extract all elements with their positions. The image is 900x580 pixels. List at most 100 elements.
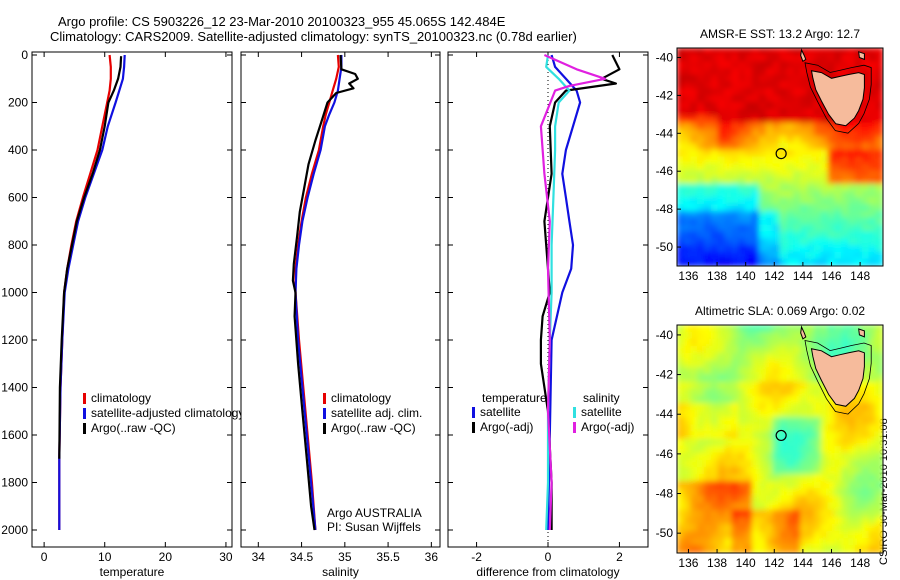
- sla-cell: [800, 367, 809, 376]
- sst-cell: [677, 74, 685, 83]
- sla-cell: [752, 345, 761, 355]
- sst-cell: [765, 115, 774, 124]
- sla-cell: [703, 338, 713, 348]
- sla-xtick-label: 138: [707, 556, 727, 570]
- sla-cell: [793, 538, 802, 547]
- sst-cell: [841, 163, 850, 172]
- sst-cell: [717, 102, 726, 111]
- sla-cell: [745, 331, 754, 340]
- sla-xtick-label: 142: [764, 556, 784, 570]
- sst-argo-position-marker: [775, 147, 787, 160]
- sst-cell: [690, 102, 699, 111]
- sst-cell: [697, 258, 706, 266]
- sla-cell: [855, 474, 864, 483]
- sst-cell: [690, 108, 699, 117]
- sla-cell: [703, 402, 713, 412]
- sla-cell: [724, 424, 733, 433]
- sla-cell: [861, 338, 870, 348]
- sst-cell: [813, 102, 822, 111]
- sst-cell: [861, 122, 870, 131]
- sla-cell: [745, 402, 754, 412]
- sla-cell: [677, 509, 685, 519]
- sla-cell: [820, 395, 829, 405]
- sst-cell: [703, 211, 713, 220]
- sst-ytick-label: -46: [656, 164, 674, 178]
- sla-cell: [758, 395, 767, 405]
- sst-cell: [731, 54, 740, 63]
- sst-cell: [717, 251, 726, 260]
- sst-cell: [765, 258, 774, 266]
- sla-cell: [710, 502, 719, 511]
- sst-cell: [717, 54, 726, 63]
- sst-cell: [786, 238, 795, 247]
- sst-cell: [855, 183, 864, 192]
- sla-cell: [820, 338, 829, 348]
- sst-cell: [765, 81, 774, 90]
- sst-cell: [827, 61, 836, 70]
- sla-cell: [765, 481, 774, 490]
- sla-cell: [855, 538, 864, 547]
- sst-cell: [738, 149, 747, 158]
- sst-cell: [772, 81, 781, 90]
- sst-cell: [683, 102, 692, 111]
- sla-title: Altimetric SLA: 0.069 Argo: 0.02: [695, 304, 865, 318]
- sla-cell: [868, 381, 877, 390]
- sla-cell: [848, 452, 857, 462]
- sla-cell: [868, 459, 877, 469]
- sla-cell: [765, 367, 774, 376]
- sst-cell: [710, 197, 719, 206]
- sla-cell: [738, 367, 747, 376]
- sst-cell: [745, 74, 754, 83]
- sst-cell: [772, 95, 781, 104]
- sst-cell: [724, 231, 733, 240]
- sst-cell: [724, 170, 733, 179]
- sla-cell: [758, 502, 767, 511]
- sst-cell: [793, 258, 802, 266]
- sla-cell: [848, 331, 857, 340]
- sla-cell: [806, 467, 816, 476]
- sst-cell: [875, 190, 883, 199]
- sla-cell: [724, 381, 733, 390]
- sst-cell: [758, 54, 767, 63]
- sla-cell: [820, 402, 829, 412]
- sst-cell: [738, 122, 747, 131]
- sst-cell: [793, 238, 802, 247]
- sla-cell: [875, 431, 883, 440]
- sla-cell: [813, 331, 822, 340]
- sst-cell: [868, 224, 877, 233]
- sla-cell: [677, 331, 685, 340]
- sla-cell: [738, 445, 747, 454]
- sla-cell: [752, 381, 761, 390]
- sst-cell: [834, 54, 843, 63]
- sla-cell: [861, 502, 870, 511]
- sla-cell: [697, 488, 706, 497]
- sla-cell: [779, 325, 788, 333]
- sla-cell: [834, 502, 843, 511]
- sla-cell: [861, 445, 870, 454]
- sla-cell: [697, 374, 706, 383]
- salinity-legend-2-label: Argo(..raw -QC): [331, 421, 416, 435]
- sst-cell: [717, 176, 726, 185]
- sla-cell: [703, 524, 713, 533]
- sst-cell: [820, 190, 829, 199]
- sla-cell: [745, 452, 754, 462]
- sla-cell: [724, 452, 733, 462]
- sst-cell: [855, 258, 864, 266]
- sla-cell: [861, 474, 870, 483]
- sla-cell: [855, 445, 864, 454]
- temperature-ytick-label: 1400: [1, 381, 28, 395]
- sla-cell: [765, 495, 774, 504]
- sla-cell: [834, 345, 843, 355]
- sst-cell: [820, 156, 829, 165]
- sst-cell: [827, 122, 836, 131]
- sla-cell: [765, 345, 774, 355]
- sla-cell: [848, 538, 857, 547]
- sla-cell: [848, 495, 857, 504]
- sst-cell: [834, 149, 843, 158]
- sla-cell: [731, 417, 740, 426]
- sst-cell: [800, 67, 809, 76]
- salinity-xtick-label: 34.5: [290, 550, 314, 564]
- sla-cell: [710, 545, 719, 553]
- sst-cell: [779, 190, 788, 199]
- sst-cell: [820, 251, 829, 260]
